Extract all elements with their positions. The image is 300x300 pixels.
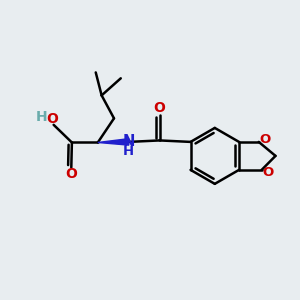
Text: N: N <box>122 134 135 149</box>
Text: H: H <box>35 110 47 124</box>
Text: O: O <box>65 167 77 181</box>
Text: O: O <box>260 133 271 146</box>
Text: O: O <box>46 112 58 126</box>
Text: H: H <box>123 145 134 158</box>
Polygon shape <box>98 139 129 145</box>
Text: O: O <box>262 166 274 179</box>
Text: O: O <box>154 101 166 115</box>
